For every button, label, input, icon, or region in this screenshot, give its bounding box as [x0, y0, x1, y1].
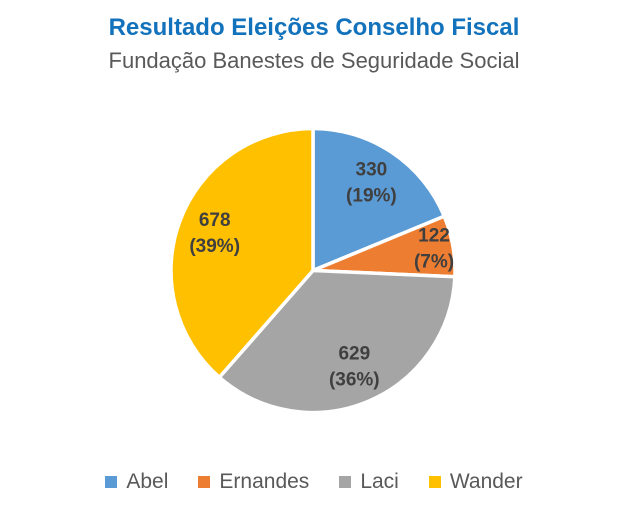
legend-swatch-icon [339, 476, 352, 488]
pie-slice-laci [217, 268, 457, 415]
legend-item-abel: Abel [105, 470, 168, 494]
legend-item-wander: Wander [428, 470, 523, 494]
chart-legend: Abel Ernandes Laci Wander [0, 464, 628, 500]
legend-label: Laci [360, 470, 399, 493]
chart-title: Resultado Eleições Conselho Fiscal [108, 14, 520, 41]
slice-label-abel: 330 [356, 160, 388, 181]
pie-slice-abel [311, 126, 446, 273]
pie-chart: 330 (19%) 122 (7%) 629 (36%) 678 (39%) [169, 126, 457, 415]
chart-subtitle: Fundação Banestes de Seguridade Social [108, 48, 520, 73]
slice-label-ernandes: 122 [418, 226, 450, 247]
legend-swatch-icon [198, 476, 211, 488]
legend-label: Ernandes [219, 470, 310, 493]
slice-label-wander: (39%) [189, 236, 240, 257]
legend-item-ernandes: Ernandes [198, 470, 309, 494]
pie-slice-wander [169, 126, 315, 380]
slice-label-ernandes: (7%) [414, 252, 454, 273]
legend-item-laci: Laci [339, 470, 399, 494]
slice-label-laci: (36%) [329, 370, 380, 391]
legend-label: Wander [449, 470, 523, 493]
legend-swatch-icon [105, 476, 118, 488]
legend-label: Abel [126, 470, 169, 493]
legend-swatch-icon [428, 476, 441, 488]
slice-label-wander: 678 [199, 210, 231, 231]
slice-label-abel: (19%) [346, 186, 397, 207]
slice-label-laci: 629 [338, 344, 370, 365]
